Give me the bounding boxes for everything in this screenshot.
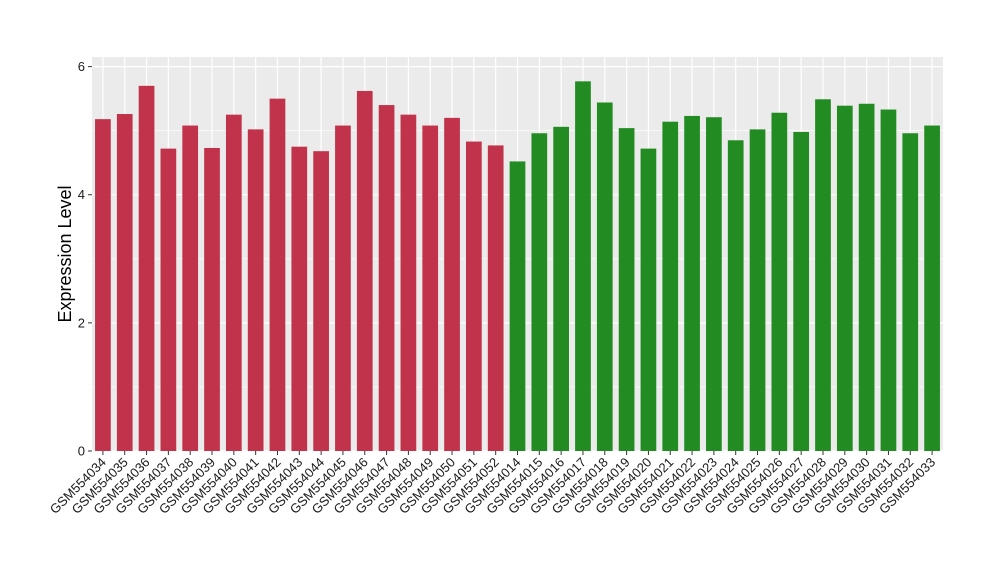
bar-GSM554041 bbox=[247, 129, 264, 451]
x-axis: GSM554034GSM554035GSM554036GSM554037GSM5… bbox=[47, 451, 938, 517]
y-tick-label: 2 bbox=[78, 315, 85, 330]
bar-GSM554037 bbox=[160, 148, 177, 451]
bar-GSM554042 bbox=[269, 98, 286, 451]
y-tick-label: 6 bbox=[78, 59, 85, 74]
bar-GSM554043 bbox=[291, 146, 308, 452]
bar-GSM554031 bbox=[880, 109, 897, 452]
bar-GSM554033 bbox=[924, 125, 940, 451]
y-tick-label: 4 bbox=[78, 187, 85, 202]
bar-GSM554039 bbox=[204, 147, 220, 451]
bar-GSM554017 bbox=[575, 81, 591, 451]
bar-GSM554040 bbox=[225, 114, 242, 451]
bar-GSM554024 bbox=[727, 140, 744, 451]
bar-GSM554051 bbox=[466, 141, 482, 451]
bar-GSM554047 bbox=[378, 105, 395, 452]
bar-GSM554021 bbox=[662, 121, 679, 451]
bar-GSM554044 bbox=[313, 151, 329, 452]
bar-GSM554022 bbox=[684, 115, 700, 452]
y-axis: 0 2 4 6 bbox=[78, 59, 92, 459]
y-tick-label: 0 bbox=[78, 444, 85, 459]
bar-GSM554019 bbox=[618, 128, 635, 452]
bar-GSM554050 bbox=[444, 117, 460, 451]
bar-GSM554046 bbox=[356, 90, 373, 451]
bar-GSM554020 bbox=[640, 148, 657, 451]
bar-GSM554052 bbox=[487, 145, 504, 451]
bar-GSM554027 bbox=[793, 131, 810, 451]
bar-GSM554014 bbox=[509, 161, 526, 451]
bar-GSM554026 bbox=[771, 112, 788, 452]
bar-GSM554035 bbox=[116, 114, 133, 451]
bar-GSM554016 bbox=[553, 126, 569, 451]
bar-GSM554018 bbox=[596, 102, 613, 451]
bar-GSM554030 bbox=[858, 103, 875, 451]
bar-GSM554015 bbox=[531, 133, 548, 451]
bar-GSM554038 bbox=[182, 125, 199, 451]
y-axis-title: Expression Level bbox=[55, 185, 75, 322]
bar-GSM554025 bbox=[749, 129, 766, 451]
bar-GSM554048 bbox=[400, 114, 417, 451]
bar-GSM554036 bbox=[138, 85, 155, 451]
bar-GSM554029 bbox=[836, 105, 853, 452]
bar-GSM554032 bbox=[902, 133, 919, 451]
bars bbox=[95, 81, 940, 452]
bar-GSM554034 bbox=[95, 119, 111, 451]
bar-GSM554045 bbox=[335, 125, 351, 451]
bar-GSM554023 bbox=[706, 117, 722, 452]
bar-GSM554028 bbox=[815, 99, 831, 451]
bar-GSM554049 bbox=[422, 125, 439, 451]
